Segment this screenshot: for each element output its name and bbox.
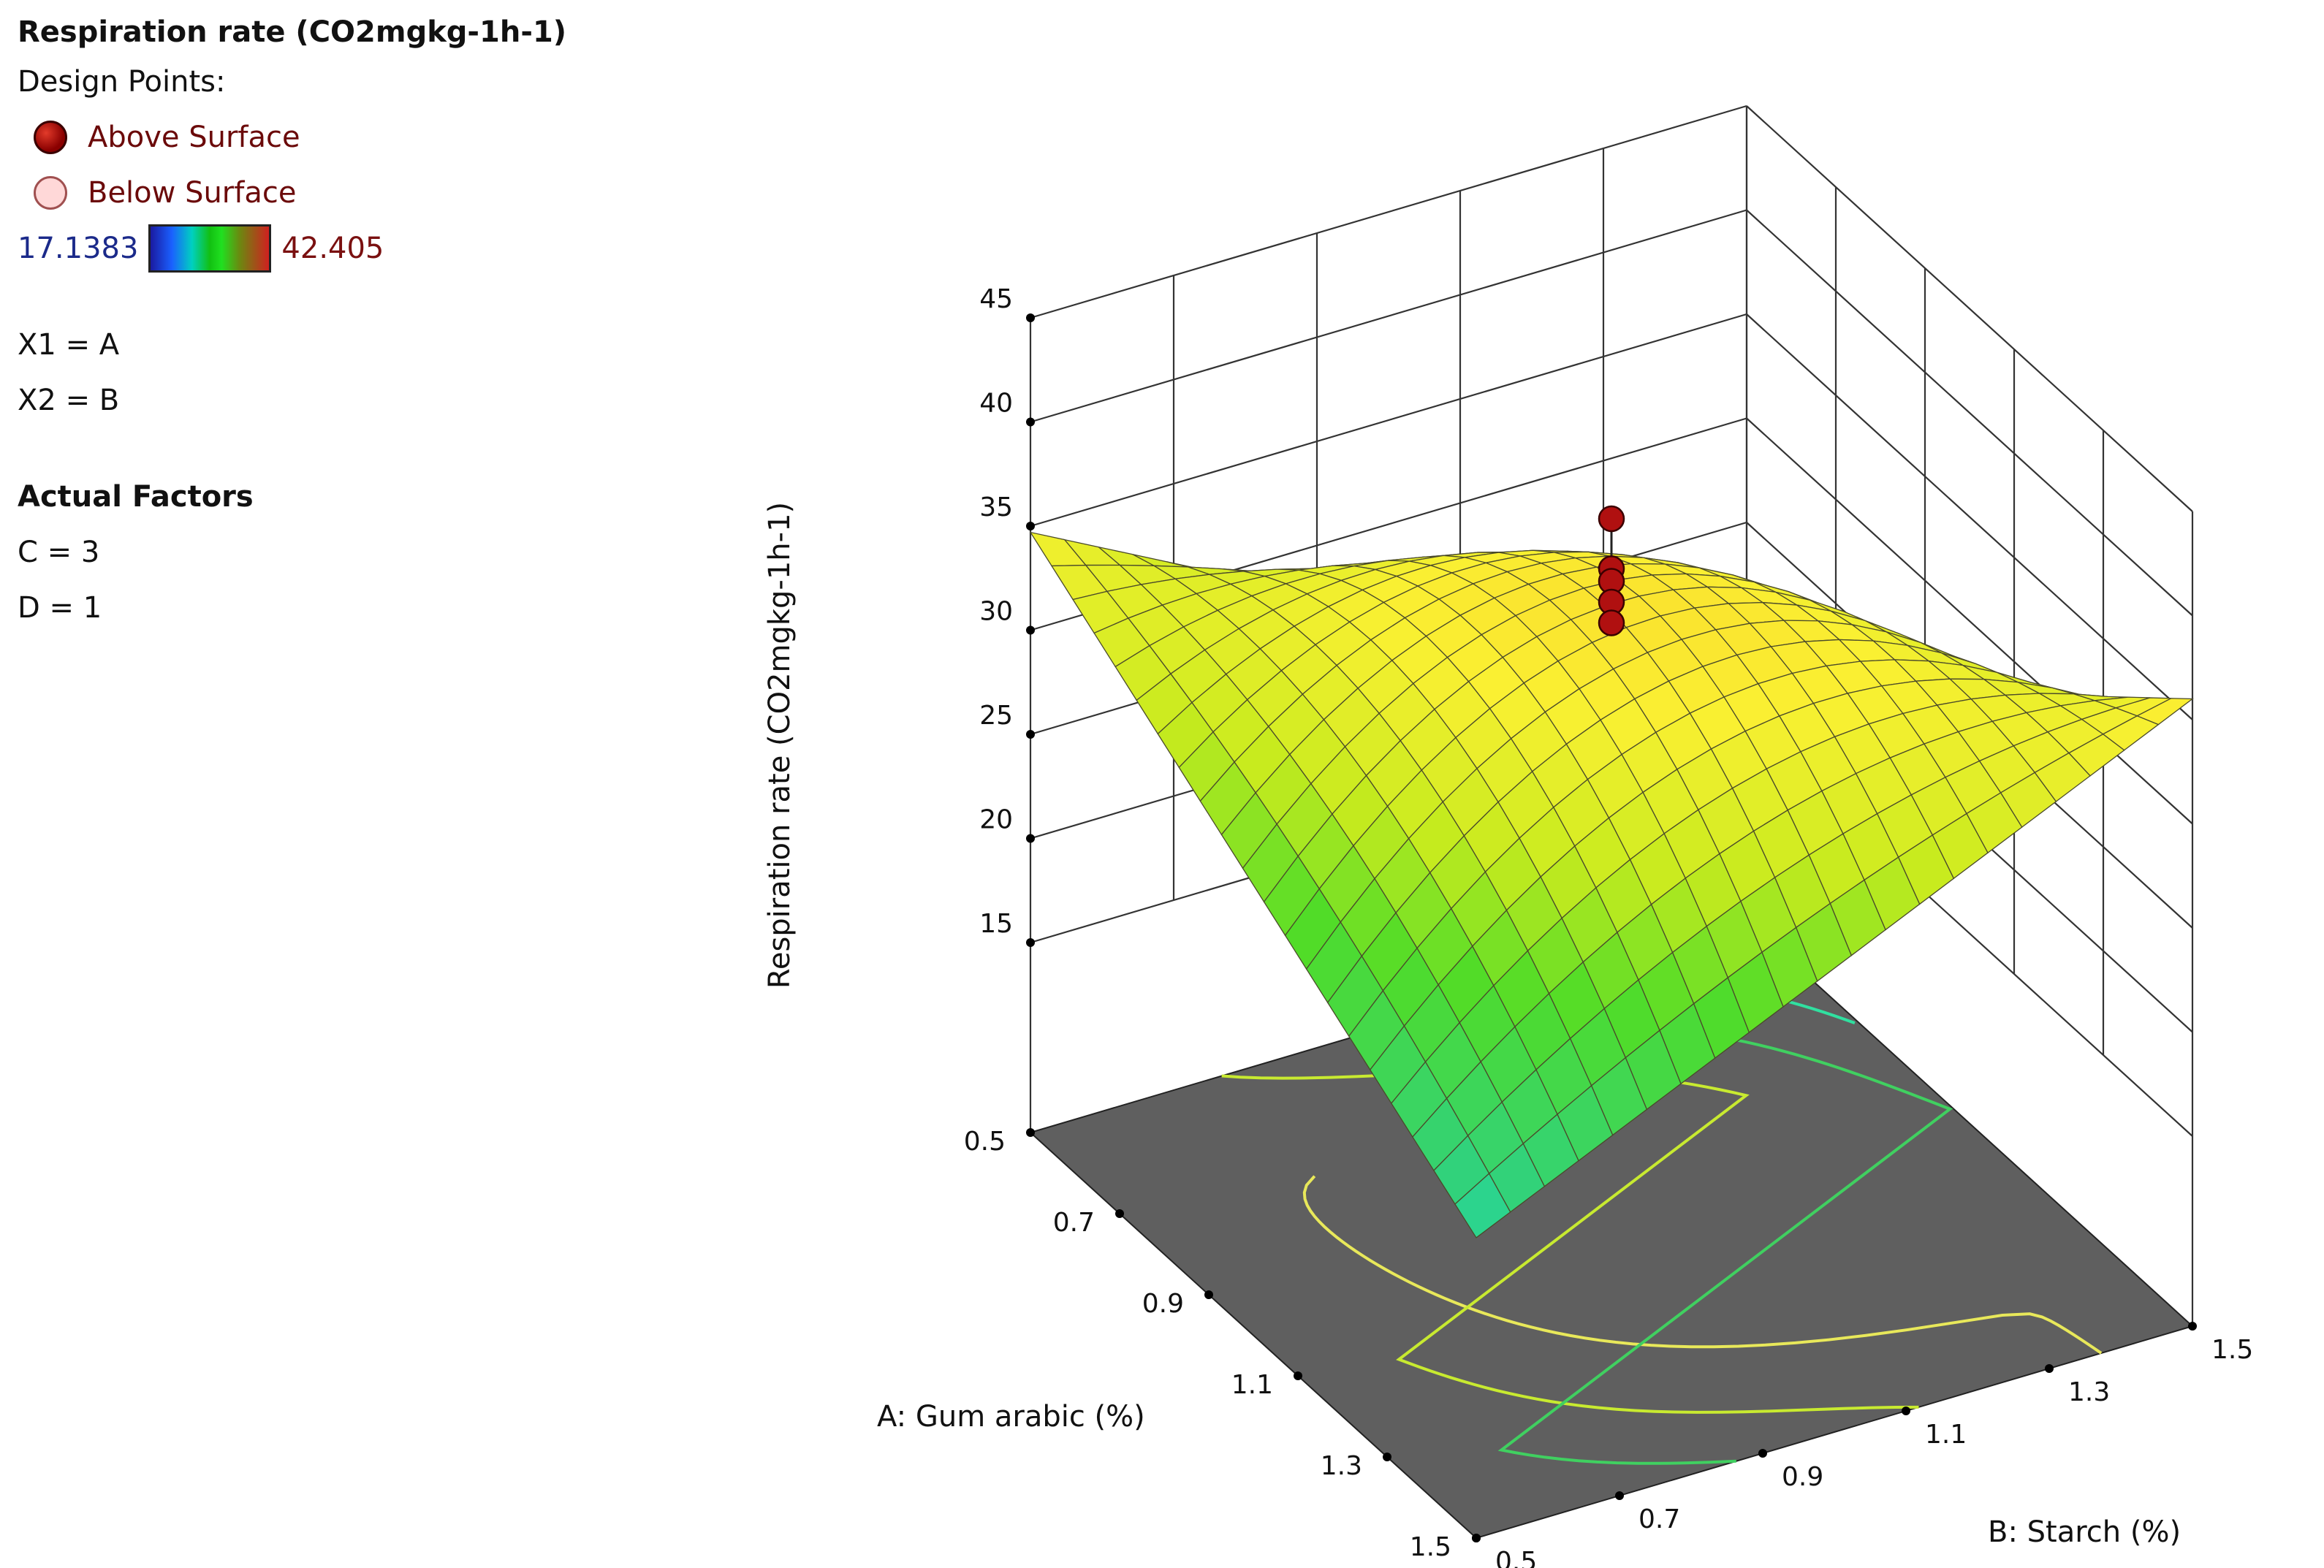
z-tick-dot — [1026, 625, 1035, 635]
z-tick-dot — [1026, 522, 1035, 530]
contour-line — [1302, 1175, 2103, 1355]
wall-gridline — [1030, 209, 1747, 423]
x-tick-dot — [1115, 1209, 1124, 1218]
z-tick-label: 40 — [979, 389, 1013, 419]
x-tick-dot — [1026, 1128, 1035, 1137]
z-tick-label: 15 — [979, 909, 1013, 939]
wall-gridline — [1030, 104, 1747, 319]
below-surface-label: Below Surface — [88, 176, 297, 210]
x2-definition: X2 = B — [18, 384, 120, 417]
y-tick-label: 1.1 — [1925, 1420, 1967, 1450]
wall-gridline — [1746, 209, 2193, 617]
z-axis-label: Respiration rate (CO2mgkg-1h-1) — [763, 502, 797, 989]
legend-panel: Respiration rate (CO2mgkg-1h-1) Design P… — [18, 10, 566, 636]
above-surface-marker-icon — [34, 121, 67, 154]
design-point — [1598, 505, 1625, 533]
legend-above-surface: Above Surface — [18, 110, 566, 165]
y-tick-dot — [1758, 1449, 1767, 1458]
legend-below-surface: Below Surface — [18, 165, 566, 221]
wall-gridline — [1030, 313, 1747, 528]
wall-gridline — [1746, 313, 2193, 720]
y-tick-dot — [1472, 1534, 1481, 1542]
x-tick-dot — [1204, 1290, 1213, 1299]
z-tick-label: 20 — [979, 805, 1013, 835]
x-tick-label: 0.9 — [1142, 1289, 1184, 1319]
z-tick-label: 30 — [979, 597, 1013, 627]
y-tick-label: 1.5 — [2211, 1335, 2253, 1365]
color-scale-max: 42.405 — [281, 232, 384, 265]
y-tick-label: 0.7 — [1638, 1504, 1680, 1534]
x-tick-label: 0.5 — [964, 1127, 1006, 1157]
wall-gridline — [1746, 417, 2193, 825]
below-surface-marker-icon — [34, 176, 67, 210]
x-tick-label: 1.3 — [1321, 1451, 1362, 1481]
x-tick-label: 0.7 — [1053, 1208, 1095, 1238]
z-tick-dot — [1026, 417, 1035, 427]
above-surface-label: Above Surface — [88, 121, 300, 154]
color-scale-gradient — [148, 224, 272, 273]
x-tick-dot — [1294, 1371, 1302, 1380]
z-tick-dot — [1026, 313, 1035, 322]
y-tick-dot — [2188, 1322, 2197, 1331]
legend-title: Respiration rate (CO2mgkg-1h-1) — [18, 15, 567, 49]
y-tick-label: 1.3 — [2068, 1377, 2110, 1407]
z-tick-label: 35 — [979, 492, 1013, 522]
y-tick-label: 0.9 — [1782, 1462, 1823, 1492]
x-tick-label: 1.5 — [1410, 1532, 1451, 1562]
axis-ticks: 15 20 25 30 35 40 45 0.5 0.7 0.9 1.1 1.3 1.5 0.5 0.7 0.… — [964, 284, 2254, 1568]
x1-definition: X1 = A — [18, 328, 120, 362]
y-axis-label: B: Starch (%) — [1988, 1515, 2181, 1549]
color-scale-min: 17.1383 — [18, 232, 139, 265]
factor-d: D = 1 — [18, 591, 102, 625]
z-tick-dot — [1026, 938, 1035, 947]
actual-factors-label: Actual Factors — [18, 480, 254, 514]
z-tick-dot — [1026, 730, 1035, 739]
z-tick-label: 25 — [979, 701, 1013, 731]
design-points-label: Design Points: — [18, 65, 226, 99]
y-tick-dot — [1902, 1407, 1910, 1415]
design-point — [1598, 609, 1625, 636]
surface-cell — [1454, 1173, 1511, 1238]
wall-gridline — [1746, 105, 2193, 512]
x-axis-label: A: Gum arabic (%) — [877, 1400, 1145, 1434]
x-tick-label: 1.1 — [1231, 1370, 1273, 1400]
y-tick-label: 0.5 — [1495, 1547, 1537, 1568]
z-tick-label: 45 — [979, 284, 1013, 314]
z-tick-dot — [1026, 834, 1035, 843]
color-scale: 17.1383 42.405 — [18, 221, 566, 276]
design-points — [1598, 505, 1625, 636]
x-tick-dot — [1383, 1453, 1391, 1461]
y-tick-dot — [1615, 1491, 1624, 1500]
y-tick-dot — [2045, 1364, 2054, 1373]
factor-c: C = 3 — [18, 536, 100, 569]
